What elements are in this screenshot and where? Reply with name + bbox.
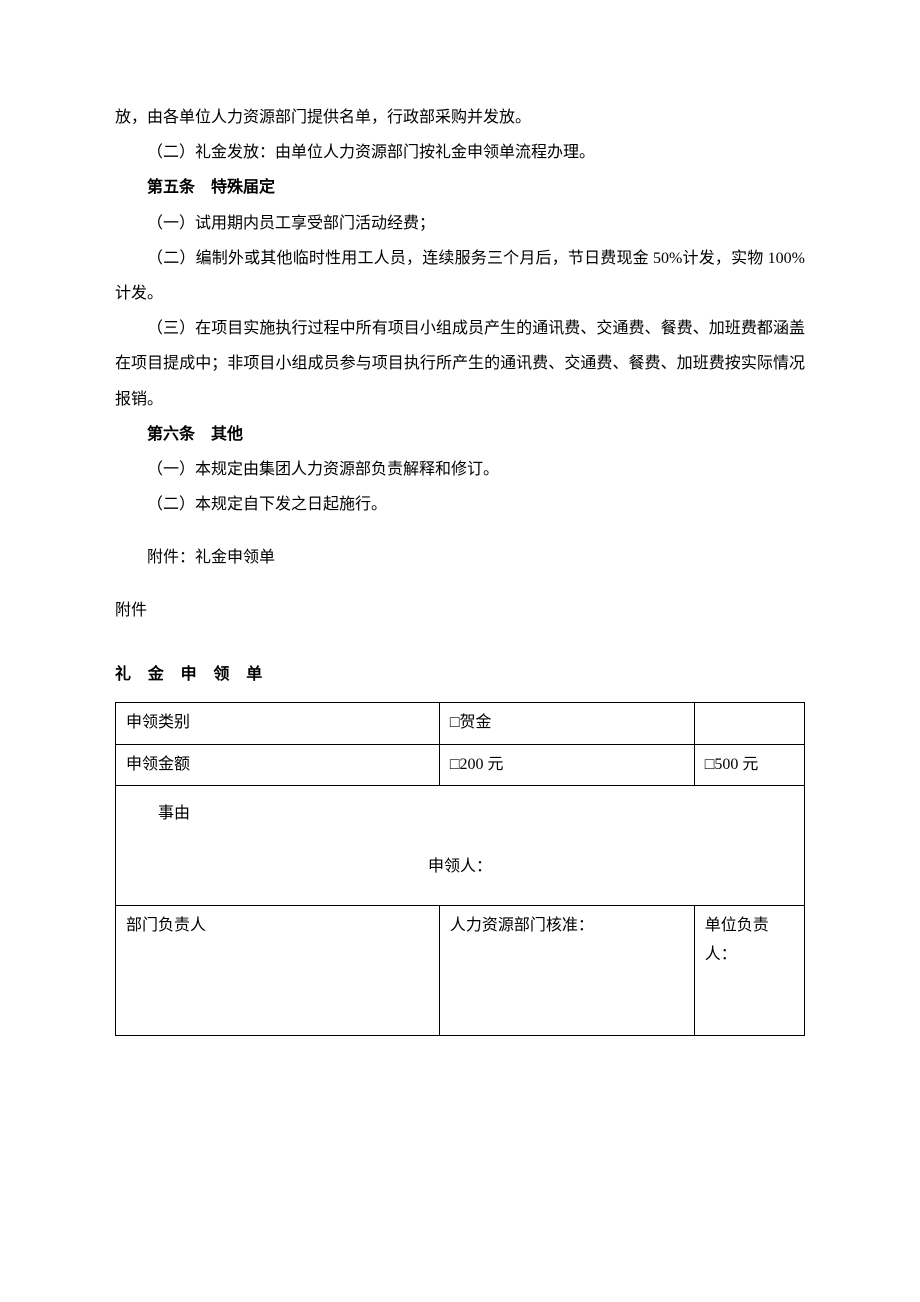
- table-row-reason: 事由 申领人：: [116, 786, 805, 906]
- paragraph-continuation: 放，由各单位人力资源部门提供名单，行政部采购并发放。: [115, 100, 805, 135]
- attachment-word: 附件: [115, 593, 805, 628]
- paragraph-item: （二）礼金发放：由单位人力资源部门按礼金申领单流程办理。: [115, 135, 805, 170]
- applicant-label: 申领人：: [126, 853, 794, 882]
- cell-category-label: 申领类别: [116, 702, 440, 744]
- table-row-signatures: 部门负责人 人力资源部门核准： 单位负责人：: [116, 906, 805, 1036]
- table-row: 申领类别 □贺金: [116, 702, 805, 744]
- cell-category-opt2: [694, 702, 804, 744]
- cell-amount-opt1: □200 元: [439, 744, 694, 786]
- paragraph-item: （一）本规定由集团人力资源部负责解释和修订。: [115, 452, 805, 487]
- form-title: 礼 金 申 领 单: [115, 657, 805, 692]
- cell-amount-opt2: □500 元: [694, 744, 804, 786]
- paragraph-item: （一）试用期内员工享受部门活动经费；: [115, 206, 805, 241]
- cell-hr-approve: 人力资源部门核准：: [439, 906, 694, 1036]
- paragraph-item: （二）本规定自下发之日起施行。: [115, 487, 805, 522]
- cell-reason: 事由 申领人：: [116, 786, 805, 906]
- cell-dept-head: 部门负责人: [116, 906, 440, 1036]
- spacer: [115, 522, 805, 540]
- cell-category-opt1: □贺金: [439, 702, 694, 744]
- article-6-heading: 第六条 其他: [115, 417, 805, 452]
- cell-amount-label: 申领金额: [116, 744, 440, 786]
- paragraph-item: （三）在项目实施执行过程中所有项目小组成员产生的通讯费、交通费、餐费、加班费都涵…: [115, 311, 805, 417]
- cell-unit-head: 单位负责人：: [694, 906, 804, 1036]
- reason-label: 事由: [126, 800, 794, 829]
- attachment-line: 附件：礼金申领单: [115, 540, 805, 575]
- table-row: 申领金额 □200 元 □500 元: [116, 744, 805, 786]
- paragraph-item: （二）编制外或其他临时性用工人员，连续服务三个月后，节日费现金 50%计发，实物…: [115, 241, 805, 311]
- spacer: [115, 575, 805, 593]
- article-5-heading: 第五条 特殊届定: [115, 170, 805, 205]
- application-form-table: 申领类别 □贺金 申领金额 □200 元 □500 元 事由 申领人： 部门负责…: [115, 702, 805, 1037]
